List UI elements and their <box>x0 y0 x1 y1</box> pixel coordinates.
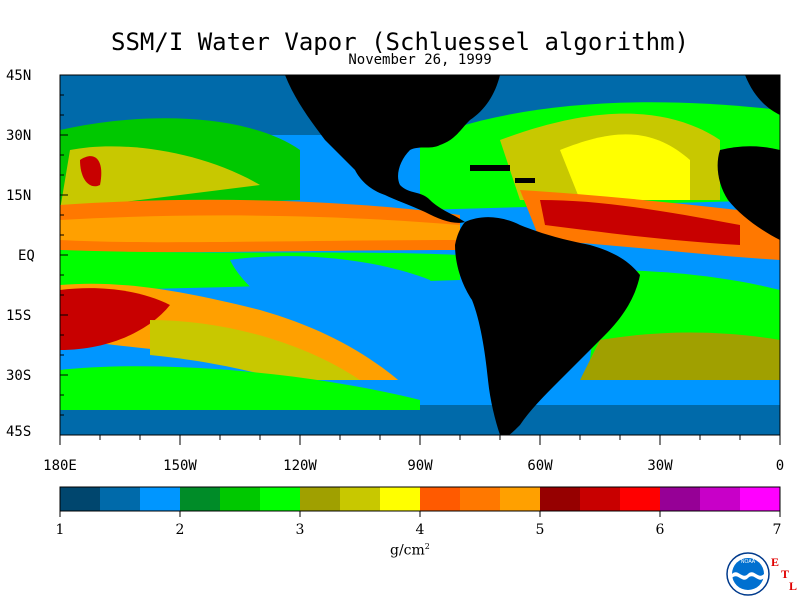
colorbar-swatch <box>300 487 341 511</box>
colorbar-swatch <box>380 487 421 511</box>
etl-letter-e: E <box>771 555 780 569</box>
colorbar <box>59 487 781 517</box>
colorbar-swatch <box>140 487 181 511</box>
map-title: SSM/I Water Vapor (Schluessel algorithm) <box>111 28 689 56</box>
colorbar-swatch <box>580 487 621 511</box>
colorbar-swatch <box>420 487 461 511</box>
colorbar-tick-4: 4 <box>415 522 425 538</box>
latitude-ticks <box>60 74 68 436</box>
etl-letter-t: T <box>781 567 790 581</box>
colorbar-swatch <box>260 487 301 511</box>
colorbar-tick-7: 7 <box>772 522 782 538</box>
colorbar-frame <box>59 486 781 512</box>
lat-label-30n: 30N <box>6 128 32 144</box>
colorbar-swatch <box>660 487 701 511</box>
logo-agency-text: NOAA <box>741 559 756 565</box>
colorbar-swatch <box>620 487 661 511</box>
lon-label-0: 0 <box>775 458 785 474</box>
colorbar-swatch <box>340 487 381 511</box>
colorbar-swatch <box>100 487 141 511</box>
map-field <box>60 75 780 435</box>
colorbar-swatch <box>220 487 261 511</box>
colorbar-swatch <box>740 487 781 511</box>
colorbar-swatch <box>700 487 741 511</box>
colorbar-tick-1: 1 <box>55 522 65 538</box>
lat-label-30s: 30S <box>6 368 32 384</box>
lat-label-45s: 45S <box>6 424 32 440</box>
lon-label-120w: 120W <box>283 458 317 474</box>
units-exponent: 2 <box>424 542 430 551</box>
south-america-landmass <box>455 217 640 435</box>
colorbar-tick-3: 3 <box>295 522 305 538</box>
colorbar-units: g/cm2 <box>390 542 430 559</box>
noaa-logo: NOAA <box>726 552 770 596</box>
longitude-ticks <box>59 435 781 445</box>
lat-label-15n: 15N <box>6 188 32 204</box>
lon-label-90w: 90W <box>407 458 433 474</box>
colorbar-tick-6: 6 <box>655 522 665 538</box>
units-text: g/cm <box>390 542 425 559</box>
lat-label-15s: 15S <box>6 308 32 324</box>
lon-label-60w: 60W <box>527 458 553 474</box>
lon-label-150w: 150W <box>163 458 197 474</box>
africa-landmass <box>717 146 780 240</box>
etl-letter-l: L <box>789 579 798 593</box>
colorbar-tick-5: 5 <box>535 522 545 538</box>
colorbar-tick-2: 2 <box>175 522 185 538</box>
map-date: November 26, 1999 <box>348 52 492 68</box>
colorbar-swatch <box>180 487 221 511</box>
lon-label-180e: 180E <box>43 458 77 474</box>
lon-label-30w: 30W <box>647 458 673 474</box>
colorbar-swatch <box>540 487 581 511</box>
lat-label-45n: 45N <box>6 68 32 84</box>
north-america-landmass <box>285 75 500 223</box>
colorbar-swatch <box>460 487 501 511</box>
colorbar-swatch <box>500 487 541 511</box>
colorbar-swatch <box>60 487 101 511</box>
etl-logo-text: E T L <box>771 556 797 592</box>
lat-label-eq: EQ <box>18 248 35 264</box>
